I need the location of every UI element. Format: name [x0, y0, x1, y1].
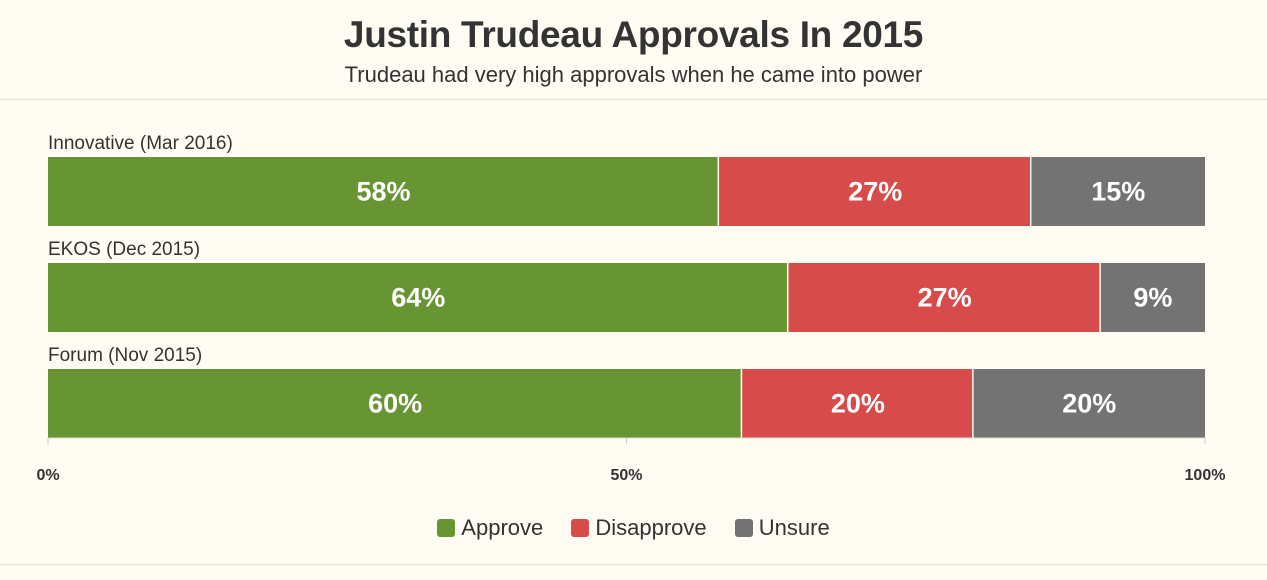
- data-label: 20%: [831, 389, 885, 419]
- data-label: 27%: [848, 177, 902, 207]
- legend-label-disapprove: Disapprove: [595, 515, 707, 540]
- bar-segment-unsure: [973, 369, 1205, 438]
- data-label: 27%: [918, 283, 972, 313]
- chart-header: Justin Trudeau Approvals In 2015 Trudeau…: [0, 0, 1267, 100]
- data-label: 64%: [391, 283, 445, 313]
- bar-segment-unsure: [1100, 263, 1205, 332]
- bar-segment-approve: [48, 263, 787, 332]
- legend-swatch-disapprove: [571, 519, 590, 537]
- data-label: 9%: [1133, 283, 1172, 313]
- category-label: EKOS (Dec 2015): [48, 239, 200, 260]
- bar-segment-unsure: [1031, 157, 1205, 226]
- x-tick-label: 0%: [36, 467, 59, 484]
- data-label: 15%: [1091, 177, 1145, 207]
- data-label: 60%: [368, 389, 422, 419]
- bar-segment-disapprove: [719, 157, 1030, 226]
- bar-segment-approve: [48, 369, 741, 438]
- legend-label-unsure: Unsure: [758, 515, 830, 540]
- bar-segment-disapprove: [742, 369, 973, 438]
- bar-segment-approve: [48, 157, 718, 226]
- chart-title: Justin Trudeau Approvals In 2015: [343, 14, 924, 55]
- legend-item-approve: Approve: [437, 515, 543, 541]
- chart-legend: Approve Disapprove Unsure: [0, 515, 1267, 543]
- chart-subtitle: Trudeau had very high approvals when he …: [344, 62, 923, 87]
- x-tick-label: 100%: [1185, 467, 1226, 484]
- category-label: Innovative (Mar 2016): [48, 133, 233, 154]
- legend-item-unsure: Unsure: [734, 515, 830, 541]
- stacked-bar-chart: Innovative (Mar 2016) 58% 27% 15% EKOS (Dec …: [36, 133, 1226, 484]
- data-label: 20%: [1062, 389, 1116, 419]
- footer-divider: [0, 564, 1267, 565]
- data-label: 58%: [357, 177, 411, 207]
- legend-swatch-unsure: [734, 519, 753, 537]
- legend-item-disapprove: Disapprove: [571, 515, 707, 541]
- category-label: Forum (Nov 2015): [48, 345, 202, 366]
- bar-segment-disapprove: [788, 263, 1100, 332]
- legend-swatch-approve: [437, 519, 456, 537]
- legend-label-approve: Approve: [461, 515, 544, 540]
- x-tick-label: 50%: [610, 467, 642, 484]
